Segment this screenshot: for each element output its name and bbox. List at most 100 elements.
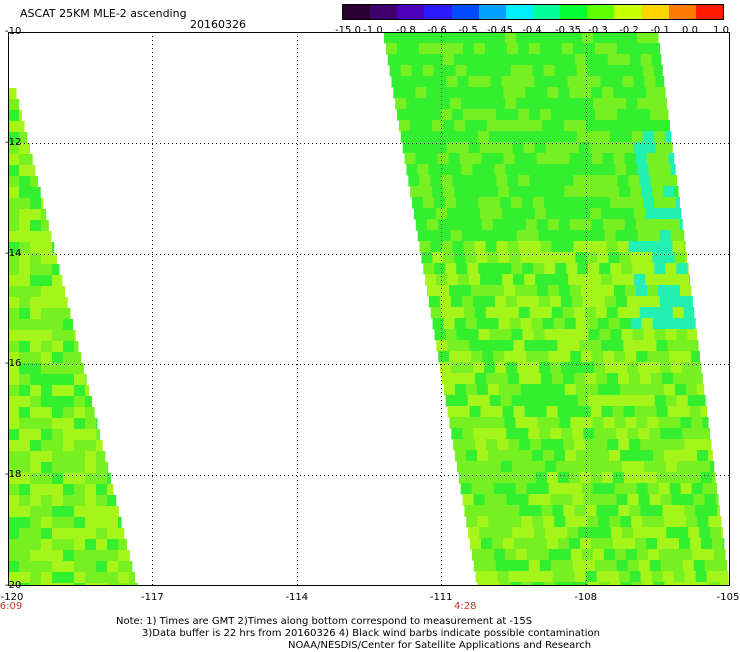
colorbar-label: -0.6 [427,25,447,36]
swath-cell [587,65,600,77]
swath-cell [8,495,20,507]
swath-cell [19,572,31,584]
swath-cell [646,87,658,99]
swath-cell [629,439,641,451]
swath-cell [685,384,698,396]
swath-cell [19,407,31,419]
notes: Note: 1) Times are GMT 2)Times along bot… [116,616,600,652]
swath-cell [551,109,563,121]
swath-cell [466,131,479,143]
swath-cell [41,539,53,551]
swath-cell [551,373,564,385]
swath-cell [30,275,42,287]
swath-cell [420,120,433,132]
swath-cell [642,131,655,143]
swath-cell [591,538,603,550]
swath-cell [444,131,457,143]
swath-cell [455,450,467,462]
swath-cell [437,219,450,231]
swath-cell [551,241,564,253]
swath-cell [96,473,108,485]
swath-cell [682,560,695,572]
swath-cell [651,571,664,583]
swath-cell [385,43,398,55]
swath-cell [676,395,689,407]
swath-cell [666,142,673,154]
swath-cell [63,286,66,298]
swath-cell [19,451,31,463]
swath-cell [476,384,489,396]
swath-cell [563,505,575,517]
swath-cell [661,175,673,187]
swath-cell [30,297,42,309]
swath-cell [608,384,621,396]
swath-cell [570,483,583,495]
swath-cell [686,450,698,462]
swath-cell [452,373,465,385]
swath-cell [8,539,20,551]
swath-cell [505,296,518,308]
swath-cell [473,362,485,374]
swath-cell [550,362,562,374]
swath-cell [674,318,687,330]
swath-cell [30,495,42,507]
swath-cell [565,582,577,586]
swath-cell [478,329,490,341]
swath-cell [591,153,604,165]
swath-cell [687,395,700,407]
swath-cell [466,65,479,77]
swath-cell [595,241,608,253]
swath-cell [446,76,458,88]
swath-cell [561,494,574,506]
swath-cell [625,417,637,429]
swath-cell [491,472,504,484]
swath-cell [625,549,638,561]
swath-cell [465,318,478,330]
swath-cell [500,329,512,341]
swath-cell [407,43,420,55]
swath-cell [52,352,64,364]
swath-cell [507,175,519,187]
swath-cell [486,54,499,66]
swath-cell [693,362,702,374]
swath-cell [597,186,609,198]
colorbar-segment [397,5,425,19]
latitude-label: -18 [5,469,22,481]
swath-cell [601,340,613,352]
swath-cell [717,571,729,583]
swath-cell [566,461,579,473]
swath-cell [566,329,578,341]
colorbar-segment [451,5,479,19]
swath-cell [41,473,53,485]
swath-cell [400,131,413,143]
swath-cell [597,384,610,396]
swath-cell [667,340,679,352]
swath-cell [486,571,499,583]
swath-cell [482,417,494,429]
swath-cell [565,65,578,77]
swath-cell [704,494,717,506]
colorbar-label: -0.5 [458,25,478,36]
swath-cell [118,572,130,584]
swath-cell [30,396,42,408]
swath-cell [483,98,495,110]
swath-cell [562,109,574,121]
swath-cell [452,109,464,121]
swath-cell [411,131,424,143]
swath-cell [626,32,638,44]
swath-cell [520,384,533,396]
swath-cell [475,571,488,583]
swath-cell [19,253,31,265]
swath-cell [424,76,436,88]
swath-cell [723,538,725,550]
swath-cell [518,241,531,253]
swath-cell [431,54,444,66]
swath-cell [563,120,576,132]
swath-cell [444,65,457,77]
swath-cell [474,175,486,187]
swath-cell [572,43,585,55]
swath-cell [457,142,470,154]
swath-cell [525,538,537,550]
swath-cell [495,560,508,572]
swath-cell [558,538,570,550]
